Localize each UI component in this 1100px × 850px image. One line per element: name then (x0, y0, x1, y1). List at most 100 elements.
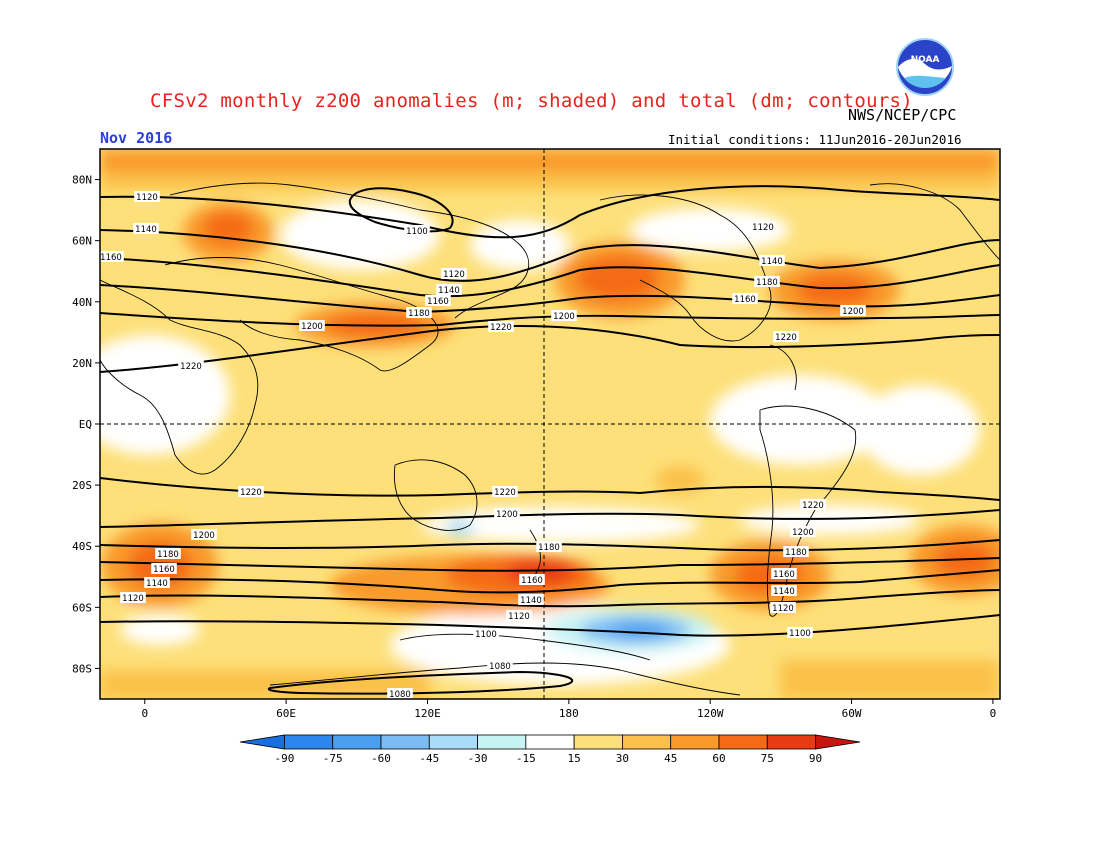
contour-label: 1180 (756, 278, 778, 288)
colorbar-swatch (622, 734, 672, 750)
contour-label: 1160 (153, 565, 175, 575)
contour-label-bg (436, 284, 462, 295)
lat-label: 40N (72, 296, 92, 309)
contour-label-bg (404, 225, 430, 236)
colorbar-arrow-right (815, 734, 861, 750)
lat-label: 20N (72, 357, 92, 370)
contour-label-bg (120, 592, 146, 603)
contour-label: 1180 (408, 309, 430, 319)
colorbar-label: 75 (761, 752, 774, 765)
contour-label-bg (551, 310, 577, 321)
contour-label-bg (800, 499, 826, 510)
colorbar-label: 30 (616, 752, 629, 765)
colorbar-label: -15 (516, 752, 536, 765)
contour-label-bg (134, 191, 160, 202)
contour-label-bg (387, 688, 413, 699)
contour-1200-nh (100, 312, 1000, 327)
contour-label: 1100 (406, 227, 428, 237)
contour-label: 1200 (792, 528, 814, 538)
longitude-axis: 0 60E 120E 180 120W 60W 0 (141, 699, 996, 720)
contour-label: 1200 (842, 307, 864, 317)
contour-label: 1220 (494, 488, 516, 498)
lon-label: 0 (990, 707, 997, 720)
contour-label: 1160 (100, 253, 122, 263)
contour-label: 1220 (490, 323, 512, 333)
contour-1080-closed (267, 670, 574, 695)
contour-label-bg (536, 541, 562, 552)
contour-label-bg (487, 660, 513, 671)
lat-label: 60N (72, 235, 92, 248)
contour-label: 1160 (773, 570, 795, 580)
lon-label: 120W (697, 707, 724, 720)
colorbar-swatch (670, 734, 720, 750)
contour-label-bg (732, 293, 758, 304)
contour-label-bg (406, 307, 432, 318)
coast-africa (100, 279, 259, 475)
contour-label-bg (759, 255, 785, 266)
coast-eurasia-south (164, 257, 439, 372)
contour-label: 1140 (520, 596, 542, 606)
agency-label: NWS/NCEP/CPC (848, 106, 957, 124)
contour-label-bg (492, 486, 518, 497)
contour-label: 1100 (475, 630, 497, 640)
contour-label-bg (425, 295, 451, 306)
colorbar: -90 -75 -60 -45 -30 -15 15 30 45 60 75 90 (239, 734, 861, 765)
reference-lines (100, 149, 1000, 699)
contour-label: 1200 (193, 531, 215, 541)
contour-label-bg (441, 268, 467, 279)
contour-label: 1080 (389, 690, 411, 700)
contour-1180-nh (100, 284, 1000, 314)
contour-label-bg (519, 574, 545, 585)
latitude-axis: 80N 60N 40N 20N EQ 20S 40S 60S 80S (72, 174, 100, 675)
contour-label: 1200 (301, 322, 323, 332)
colorbar-label: -45 (419, 752, 439, 765)
contour-label: 1220 (775, 333, 797, 343)
contour-label-bg (151, 563, 177, 574)
colorbar-swatch (477, 734, 527, 750)
contour-label-bg (771, 568, 797, 579)
contour-1220-sh (100, 477, 1000, 501)
contour-1160-nh (100, 257, 1000, 298)
colorbar-swatch (428, 734, 478, 750)
lat-label: 20S (72, 479, 92, 492)
contour-label-bg (783, 546, 809, 557)
contour-label-bg (840, 305, 866, 316)
contour-label-bg (494, 508, 520, 519)
colorbar-label: 15 (568, 752, 581, 765)
contour-1140-sh (100, 569, 1000, 594)
contour-1140-nh (100, 229, 1000, 282)
contour-label-bg (518, 594, 544, 605)
contour-1200-sh (100, 509, 1000, 528)
coast-antarctica (269, 662, 741, 696)
colorbar-swatch (380, 734, 430, 750)
contour-label-bg (144, 577, 170, 588)
colorbar-label: -75 (323, 752, 343, 765)
contour-label: 1140 (438, 286, 460, 296)
contour-label: 1160 (521, 576, 543, 586)
colorbar-label: -90 (275, 752, 295, 765)
contour-label-bg (133, 223, 159, 234)
contour-label: 1160 (427, 297, 449, 307)
contour-label-bg (155, 548, 181, 559)
contour-label: 1220 (180, 362, 202, 372)
contour-label-bg (98, 251, 124, 262)
contour-label-bg (754, 276, 780, 287)
colorbar-arrow-left (239, 734, 285, 750)
contour-1160-sh (100, 557, 1000, 572)
colorbar-swatch (284, 734, 334, 750)
lat-label: EQ (79, 418, 92, 431)
contour-label: 1200 (496, 510, 518, 520)
colorbar-swatch (573, 734, 623, 750)
initial-conditions: Initial conditions: 11Jun2016-20Jun2016 (668, 132, 962, 147)
contour-label-bg (191, 529, 217, 540)
coast-antarctica-inner (399, 633, 651, 661)
contour-label-bg (773, 331, 799, 342)
contour-1120-nh (100, 185, 1000, 239)
lat-label: 40S (72, 540, 92, 553)
contour-label: 1120 (122, 594, 144, 604)
contour-1100-sh (100, 614, 1000, 637)
shade-white-asia (280, 200, 440, 270)
contour-label-bg (790, 526, 816, 537)
noaa-logo-text: NOAA (911, 55, 940, 65)
